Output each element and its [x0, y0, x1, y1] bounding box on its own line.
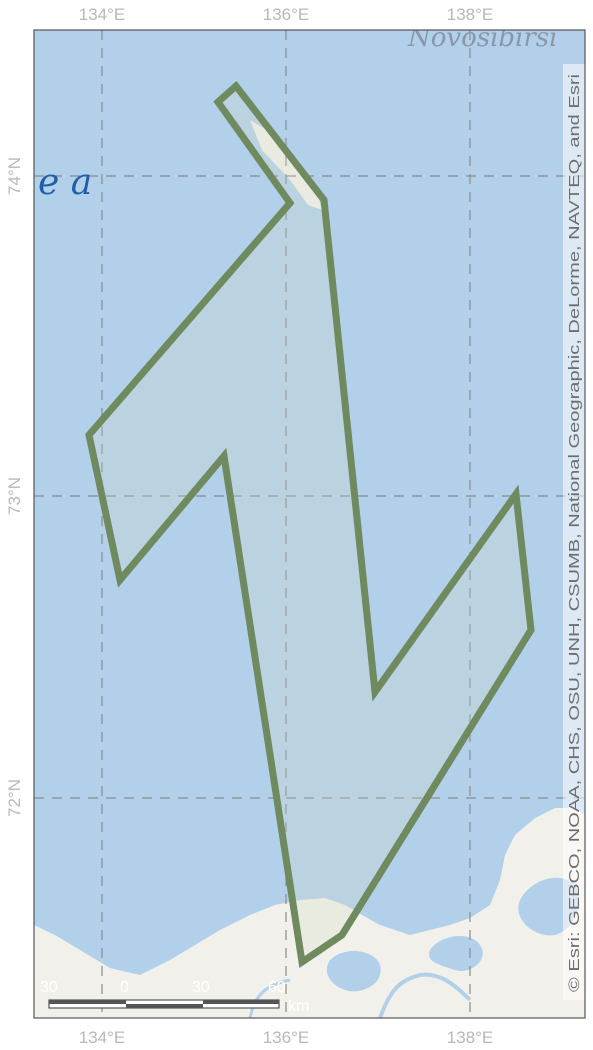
x-axis-bottom: 134°E 136°E 138°E: [79, 1028, 494, 1047]
y-tick-label: 72°N: [5, 779, 24, 817]
x-tick-label: 136°E: [263, 5, 310, 24]
scale-bar-segment: [203, 1000, 279, 1004]
scale-unit: km: [288, 998, 309, 1015]
islands-name-label: Novosibirsi: [407, 23, 557, 53]
river: [378, 972, 472, 1018]
scale-label-60: 60: [268, 979, 286, 996]
scale-label-30: 30: [192, 979, 210, 996]
attribution-background: [563, 64, 585, 1000]
scale-label-0: 0: [120, 979, 129, 996]
scale-label-30-left: 30: [40, 979, 58, 996]
y-axis-left: 74°N 73°N 72°N: [5, 157, 24, 817]
lagoon: [326, 950, 381, 992]
scale-bar-segment: [49, 1000, 126, 1004]
map-frame: [33, 29, 586, 1019]
river: [248, 978, 291, 1018]
attribution-text: © Esri: GEBCO, NOAA, CHS, OSU, UNH, CSUM…: [566, 74, 583, 992]
x-tick-label: 138°E: [447, 5, 494, 24]
x-tick-label: 136°E: [263, 1028, 310, 1047]
x-tick-label: 134°E: [79, 1028, 126, 1047]
lagoon: [429, 935, 483, 971]
x-axis-top: 134°E 136°E 138°E: [79, 5, 494, 24]
scale-bar: 30 0 30 60 km: [40, 979, 309, 1015]
y-tick-label: 73°N: [5, 477, 24, 515]
scale-bar-segment: [126, 1004, 203, 1008]
survey-route-polygon: [85, 80, 535, 968]
x-tick-label: 134°E: [79, 5, 126, 24]
sea-name-label: e a: [38, 162, 92, 203]
x-tick-label: 138°E: [447, 1028, 494, 1047]
y-tick-label: 74°N: [5, 157, 24, 195]
